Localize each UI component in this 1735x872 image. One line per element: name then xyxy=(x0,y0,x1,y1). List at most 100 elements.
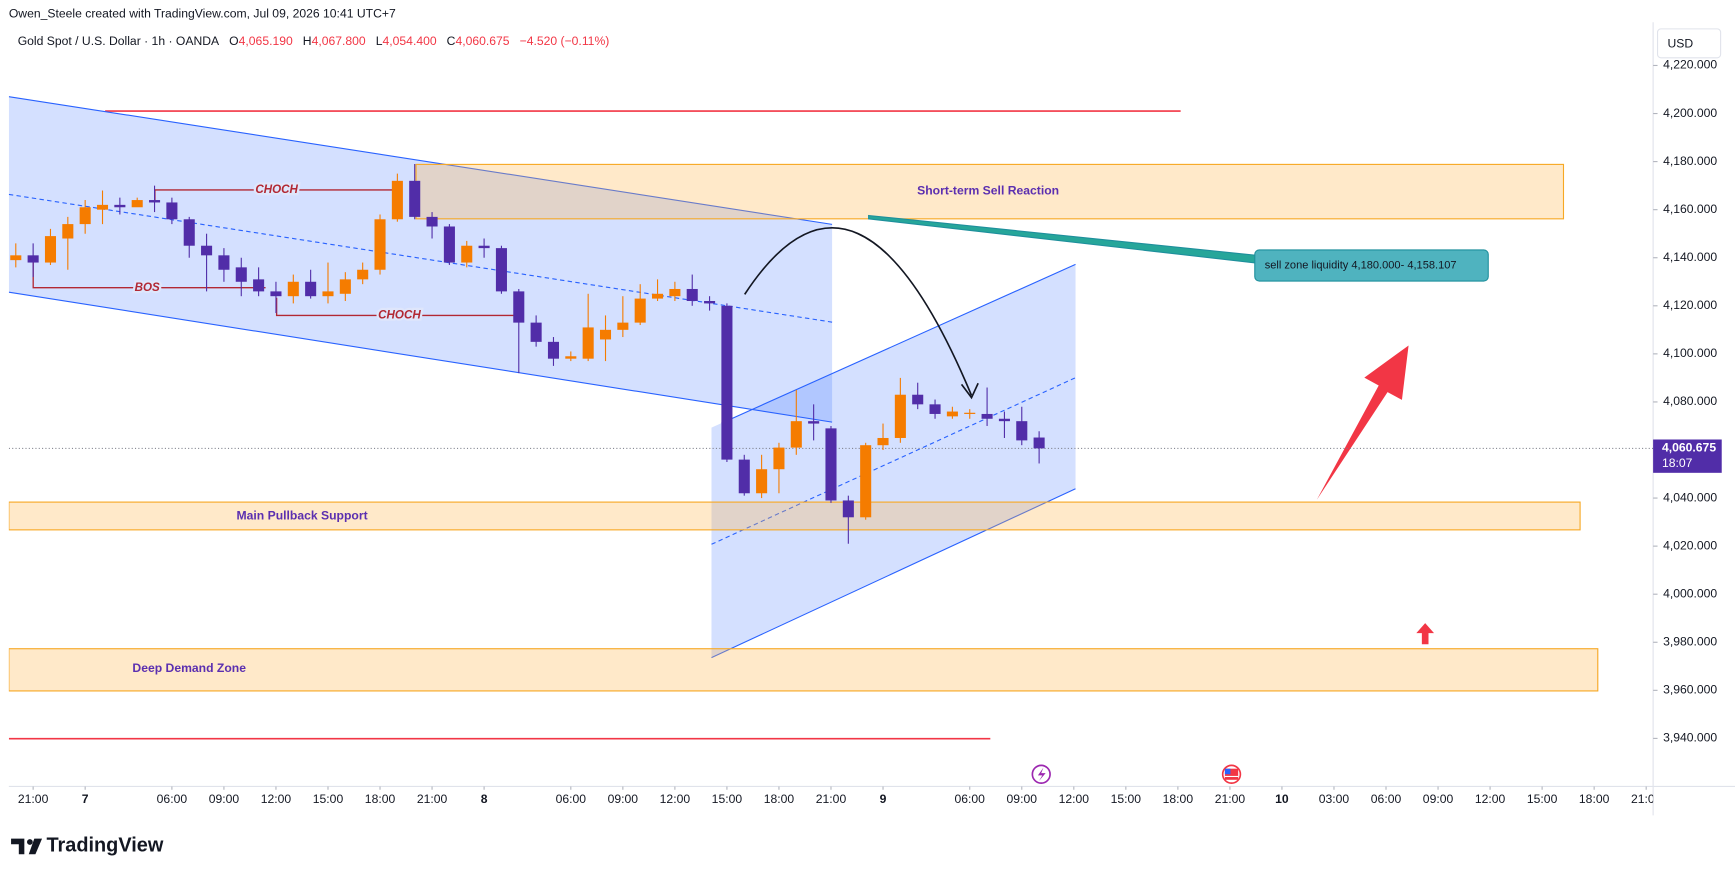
brand-name: TradingView xyxy=(46,835,163,857)
demand-zone xyxy=(8,648,1599,692)
zone-label: Short-term Sell Reaction xyxy=(917,183,1059,197)
ascending-channel xyxy=(711,264,1076,658)
y-tick-label: 4,000.000 xyxy=(1663,586,1717,600)
arc-arrowhead xyxy=(960,382,979,400)
x-tick-label: 18:00 xyxy=(764,792,795,806)
y-tick-label: 4,140.000 xyxy=(1663,250,1717,264)
candle-body xyxy=(235,267,247,282)
channel-line xyxy=(8,291,833,423)
candle-body xyxy=(10,255,22,261)
x-tick-label: 06:00 xyxy=(1371,792,1402,806)
zone-label: Main Pullback Support xyxy=(237,509,368,523)
x-tick-label: 06:00 xyxy=(157,792,188,806)
candle-body xyxy=(773,447,785,470)
flag-glyph xyxy=(1224,768,1231,775)
candle-body xyxy=(409,180,421,217)
x-tick-label: 15:00 xyxy=(712,792,743,806)
y-tick-label: 4,200.000 xyxy=(1663,106,1717,120)
candle-body xyxy=(756,469,768,494)
callout-pointer xyxy=(868,214,1259,264)
candle-body xyxy=(166,202,178,220)
legend-change: −4.520 (−0.11%) xyxy=(520,34,610,48)
candle-body xyxy=(842,500,854,518)
symbol-title: Gold Spot / U.S. Dollar · 1h · OANDA xyxy=(18,34,220,48)
legend-key: H xyxy=(303,34,312,48)
legend-value: 4,067.800 xyxy=(312,34,366,48)
candle-body xyxy=(357,269,369,280)
candle-body xyxy=(218,255,230,270)
candle-body xyxy=(964,412,976,414)
y-tick-label: 4,040.000 xyxy=(1663,490,1717,504)
projection-arc xyxy=(743,226,973,396)
candle-body xyxy=(929,404,941,414)
candle-body xyxy=(201,245,213,256)
legend-key: C xyxy=(447,34,456,48)
legend-key: L xyxy=(376,34,383,48)
candle-body xyxy=(478,245,490,249)
candle-body xyxy=(114,204,126,208)
symbol-legend: Gold Spot / U.S. Dollar · 1h · OANDA O4,… xyxy=(18,34,610,48)
candle-body xyxy=(270,291,282,297)
candle-body xyxy=(998,418,1010,422)
y-tick-label: 4,160.000 xyxy=(1663,202,1717,216)
candle-body xyxy=(738,459,750,494)
candles xyxy=(10,164,1045,544)
y-tick-label: 3,940.000 xyxy=(1663,731,1717,745)
candle-body xyxy=(894,394,906,438)
candle-body xyxy=(652,293,664,299)
axes: 4,220.000 4,200.000 4,180.000 4,160.000 4,14… xyxy=(1653,58,1717,745)
candle-body xyxy=(495,248,507,292)
candle-body xyxy=(790,421,802,448)
x-tick-label: 18:00 xyxy=(1579,792,1610,806)
candle-body xyxy=(339,279,351,294)
logo-mark xyxy=(28,838,43,855)
candle-body xyxy=(461,245,473,263)
candle-body xyxy=(96,204,109,210)
countdown: 18:07 xyxy=(1662,456,1693,470)
candle-body xyxy=(582,327,594,359)
candle-body xyxy=(912,394,924,405)
x-tick-label: 7 xyxy=(82,792,89,806)
x-tick-label: 15:00 xyxy=(1111,792,1142,806)
candle-body xyxy=(565,356,577,359)
candle-body xyxy=(131,200,143,208)
candle-body xyxy=(686,288,698,301)
y-tick-label: 4,220.000 xyxy=(1663,58,1717,72)
x-tick-label: 18:00 xyxy=(365,792,396,806)
x-tick-label: 03:00 xyxy=(1319,792,1350,806)
x-tick-label: 8 xyxy=(481,792,488,806)
x-tick-label: 10 xyxy=(1275,792,1289,806)
currency-box[interactable] xyxy=(1656,28,1722,59)
candle-body xyxy=(704,300,716,304)
author-line: Owen_Steele created with TradingView.com… xyxy=(9,7,396,21)
x-tick-label: 21:00 xyxy=(18,792,49,806)
x-tick-label: 09:00 xyxy=(209,792,240,806)
x-tick-label: 12:00 xyxy=(261,792,292,806)
callout-text: sell zone liquidity 4,180.000- 4,158.107 xyxy=(1265,259,1457,271)
currency: USD xyxy=(1668,37,1694,51)
candle-body xyxy=(391,180,403,220)
descending-channel xyxy=(8,96,833,423)
candle-body xyxy=(305,281,317,297)
candle-body xyxy=(183,219,195,246)
lightning-glyph xyxy=(1037,767,1046,781)
candle-body xyxy=(599,329,612,340)
candle-body xyxy=(27,255,39,263)
x-tick-label: 09:00 xyxy=(1007,792,1038,806)
drawings: Short-term Sell Reaction Main Pullback S… xyxy=(8,96,1654,740)
y-tick-label: 4,080.000 xyxy=(1663,394,1717,408)
candle-body xyxy=(530,322,542,342)
logo-mark xyxy=(11,838,25,855)
legend-value: 4,065.190 xyxy=(239,34,293,48)
time-axis: 21:00 7 06:00 09:00 12:00 15:00 18:00 21:00 8 06:… xyxy=(18,786,1662,806)
channel-line xyxy=(721,263,1076,424)
channel-line xyxy=(8,96,833,225)
pullback-zone xyxy=(8,501,1581,531)
candle-body xyxy=(1033,437,1045,449)
x-tick-label: 21:00 xyxy=(417,792,448,806)
small-up-arrow xyxy=(1416,623,1435,645)
x-tick-label: 21:00 xyxy=(1631,792,1662,806)
channel-midline xyxy=(711,377,1076,545)
x-tick-label: 06:00 xyxy=(556,792,587,806)
